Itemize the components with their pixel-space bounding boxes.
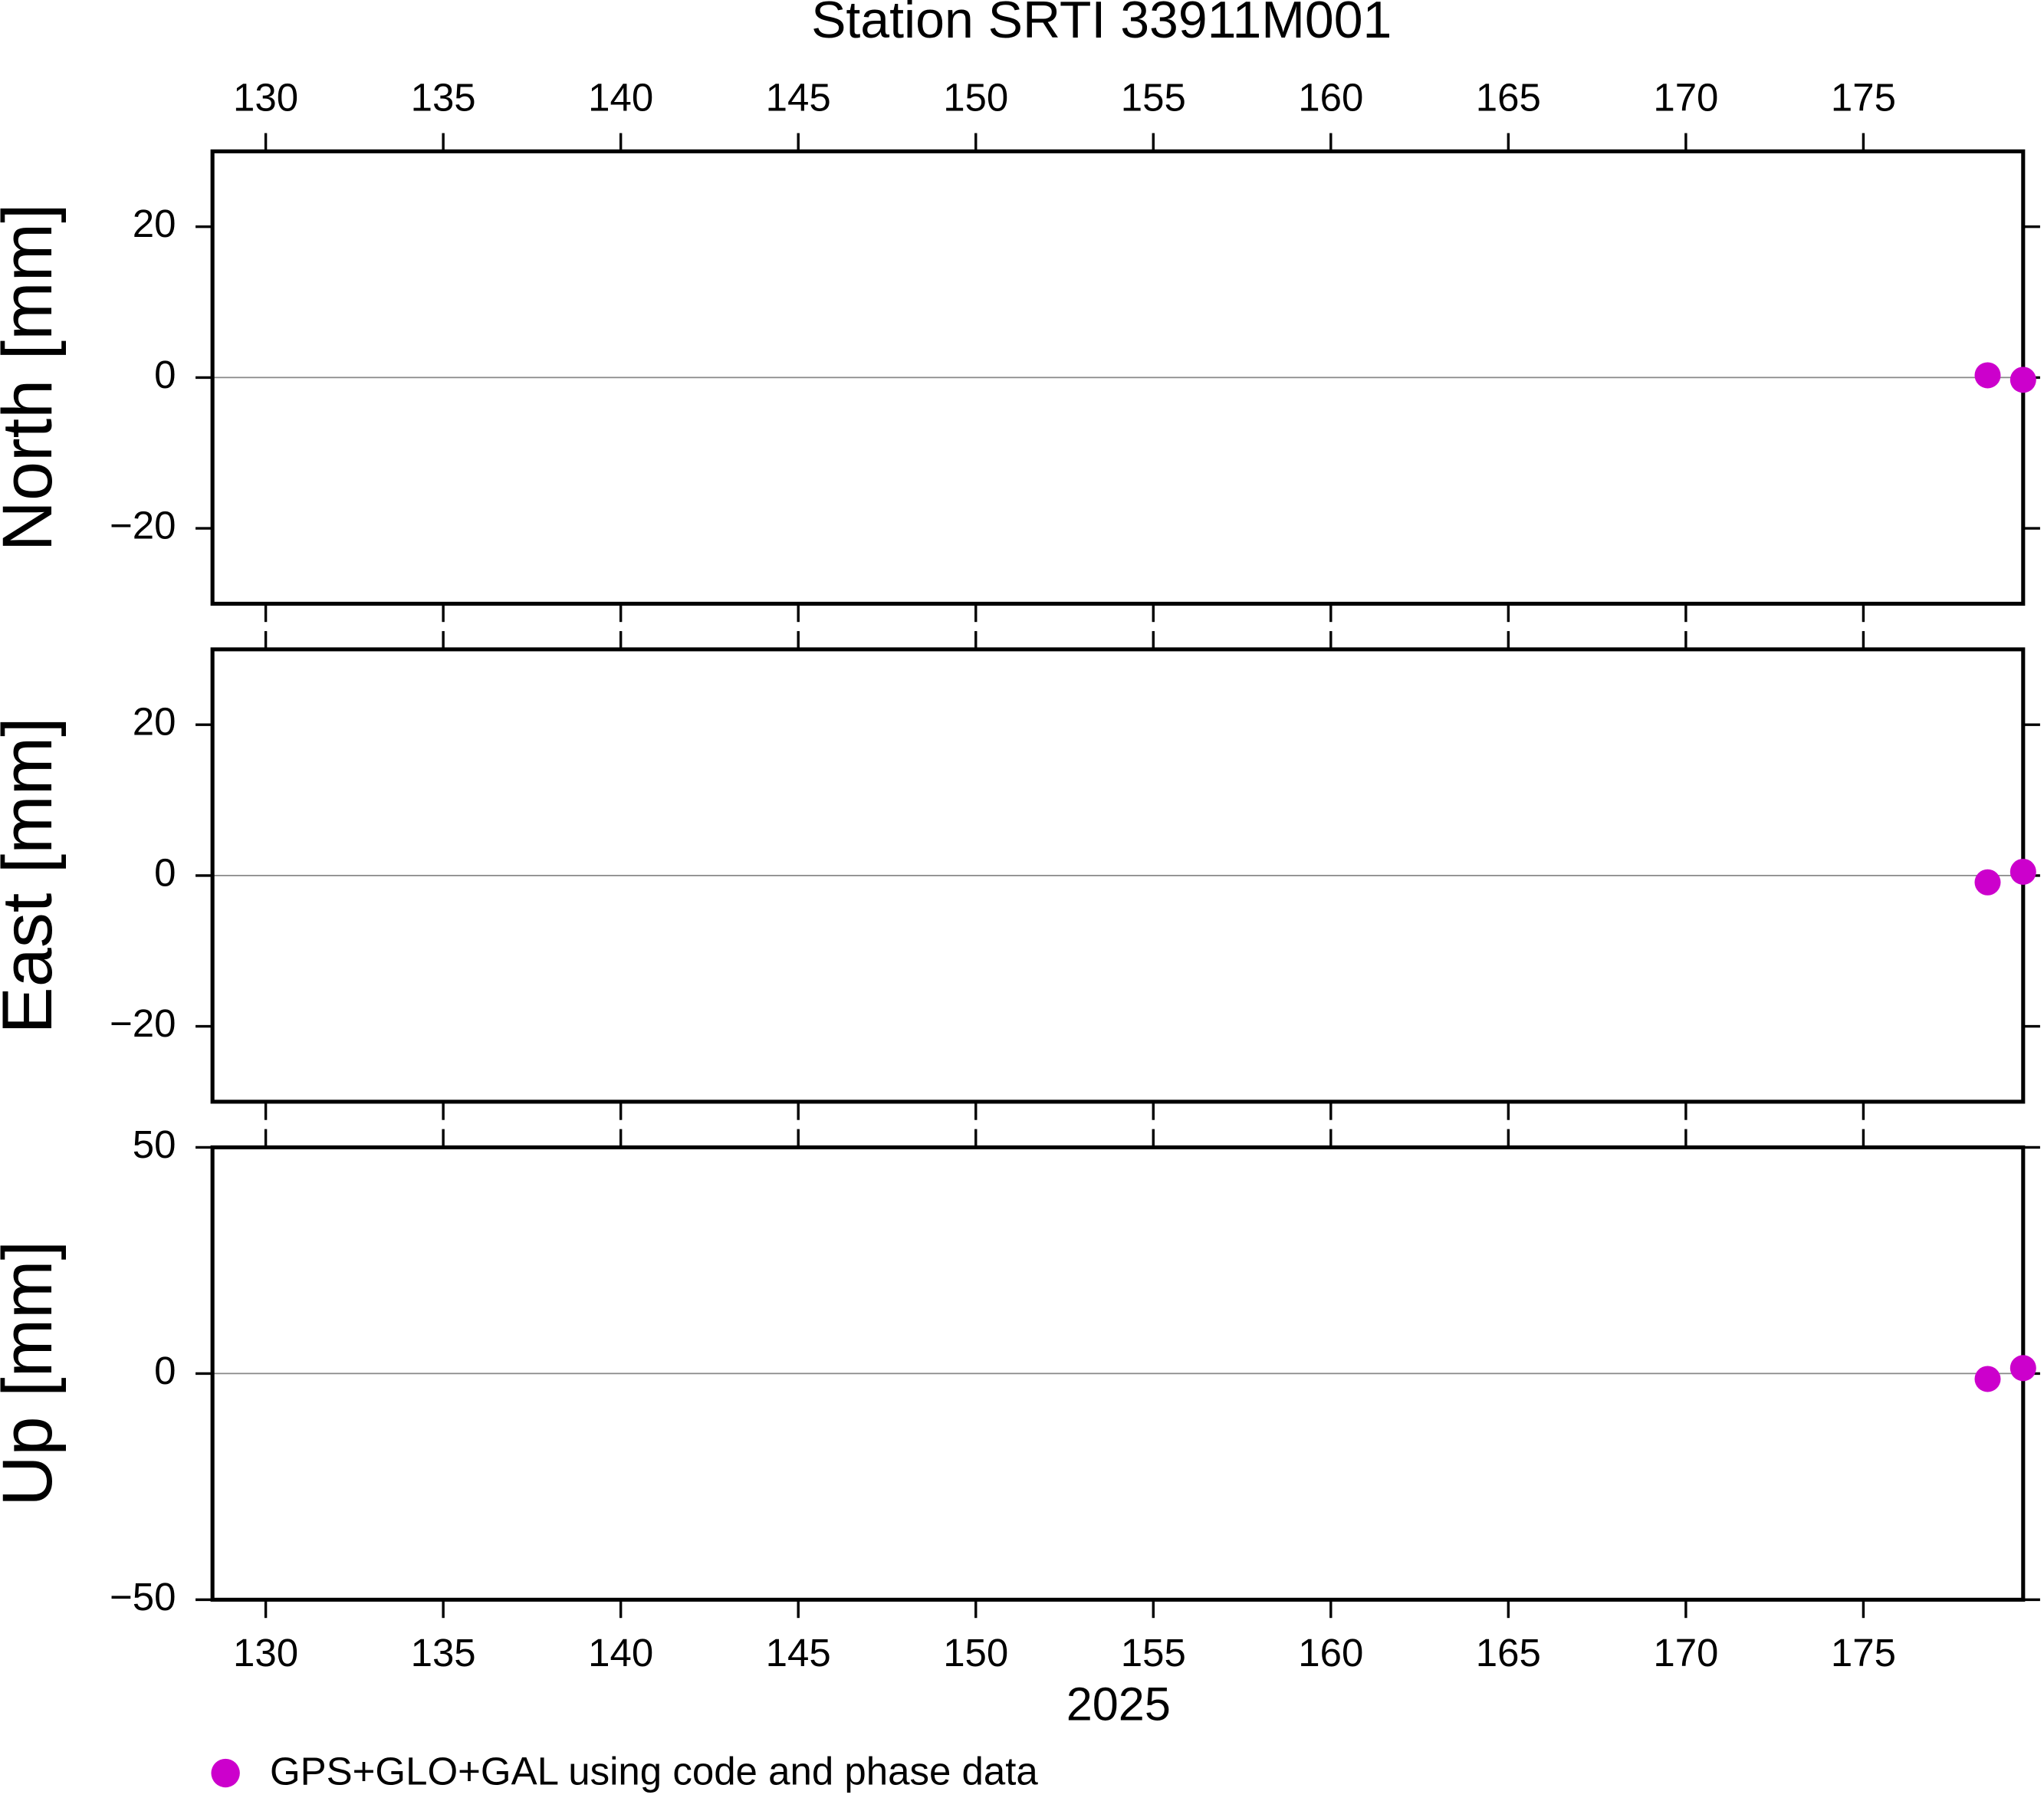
x-tick-label: 175 <box>1831 76 1896 120</box>
x-tick-label: 145 <box>766 76 831 120</box>
x-tick-label: 170 <box>1653 1631 1718 1675</box>
data-point <box>2009 858 2036 885</box>
x-tick-label: 155 <box>1121 1631 1186 1675</box>
legend-label: GPS+GLO+GAL using code and phase data <box>270 1750 1038 1793</box>
data-point <box>2009 1355 2036 1382</box>
data-point <box>2009 367 2036 393</box>
y-tick-label: 0 <box>154 353 176 396</box>
x-tick-label: 165 <box>1476 76 1541 120</box>
y-axis-label: East [mm] <box>0 717 67 1034</box>
x-tick-label: 155 <box>1121 76 1186 120</box>
y-tick-label: 0 <box>154 1349 176 1392</box>
x-tick-label: 165 <box>1476 1631 1541 1675</box>
x-tick-label: 160 <box>1298 76 1363 120</box>
y-tick-label: 20 <box>133 202 176 245</box>
x-tick-label: 150 <box>943 1631 1008 1675</box>
chart-title: Station SRTI 33911M001 <box>811 0 1392 49</box>
y-tick-label: −50 <box>110 1575 176 1619</box>
x-tick-label: 145 <box>766 1631 831 1675</box>
x-tick-label: 150 <box>943 76 1008 120</box>
x-tick-label: 135 <box>411 76 476 120</box>
y-tick-label: 20 <box>133 700 176 744</box>
y-tick-label: 0 <box>154 850 176 894</box>
y-axis-label: Up [mm] <box>0 1241 67 1507</box>
data-point <box>1974 362 2001 389</box>
x-tick-label: 135 <box>411 1631 476 1675</box>
x-tick-label: 175 <box>1831 1631 1896 1675</box>
y-axis-label: North [mm] <box>0 203 67 551</box>
y-tick-label: −20 <box>110 1001 176 1045</box>
x-tick-label: 140 <box>588 76 653 120</box>
x-tick-label: 130 <box>233 1631 298 1675</box>
data-point <box>1974 869 2001 896</box>
x-tick-label: 140 <box>588 1631 653 1675</box>
x-tick-label: 170 <box>1653 76 1718 120</box>
y-tick-label: −20 <box>110 504 176 547</box>
legend-marker <box>211 1758 240 1788</box>
y-tick-label: 50 <box>133 1123 176 1166</box>
x-axis-label: 2025 <box>1066 1678 1171 1731</box>
data-point <box>1974 1366 2001 1392</box>
x-tick-label: 160 <box>1298 1631 1363 1675</box>
x-tick-label: 130 <box>233 76 298 120</box>
